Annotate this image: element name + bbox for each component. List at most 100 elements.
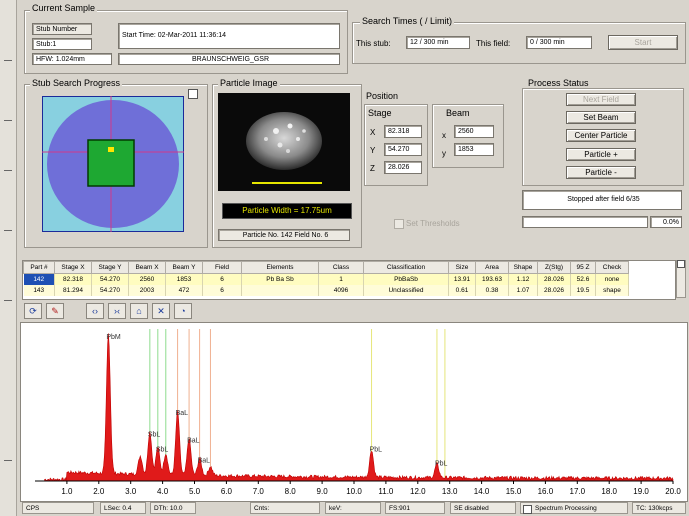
this-stub-field: 12 / 300 min (406, 36, 470, 49)
column-header[interactable]: Check (595, 261, 629, 274)
table-row[interactable]: 143 81.294 54.270 2003 472 6 4096 Unclassified 0… (23, 285, 629, 296)
ruler-tick (4, 300, 12, 301)
table-cell: 193.63 (475, 273, 509, 285)
stub-field[interactable]: Stub:1 (32, 38, 92, 50)
column-header[interactable]: Part # (23, 261, 55, 274)
x-tick-label: 11.0 (378, 487, 394, 496)
x-tick-label: 12.0 (410, 487, 426, 496)
table-cell: Unclassified (363, 285, 449, 296)
column-header[interactable]: Field (202, 261, 242, 274)
this-field-field: 0 / 300 min (526, 36, 592, 49)
x-tick-label: 18.0 (601, 487, 617, 496)
stage-x-label: X (370, 128, 376, 137)
stage-z-label: Z (370, 164, 375, 173)
beam-y-field[interactable]: 1853 (454, 143, 494, 156)
peak-label: BaL (187, 438, 200, 445)
set-beam-button[interactable]: Set Beam (566, 111, 636, 124)
status-cell: LSec: 0.4 (100, 502, 146, 514)
stage-x-field[interactable]: 82.318 (384, 125, 422, 138)
table-cell: none (595, 273, 629, 285)
search-times-group (352, 22, 686, 64)
particle-width-display: Particle Width = 17.75um (222, 203, 352, 219)
column-header[interactable]: 95 Z (570, 261, 596, 274)
table-cell: 472 (165, 285, 203, 296)
this-field-label: This field: (476, 39, 511, 48)
table-cell: 52.6 (570, 273, 596, 285)
table-cell: 54.270 (91, 273, 129, 285)
particle-minus-button[interactable]: Particle - (566, 166, 636, 179)
table-cell: 81.294 (54, 285, 92, 296)
x-tick-label: 9.0 (317, 487, 329, 496)
x-tick-label: 1.0 (61, 487, 73, 496)
prev-icon[interactable]: ⌂ (130, 303, 148, 319)
column-header[interactable]: Classification (363, 261, 449, 274)
ruler-tick (4, 170, 12, 171)
position-label: Position (364, 91, 401, 101)
table-cell: 142 (23, 273, 55, 285)
sample-name-field[interactable]: BRAUNSCHWEIG_GSR (118, 53, 340, 65)
x-tick-label: 10.0 (346, 487, 362, 496)
this-stub-label: This stub: (356, 39, 391, 48)
stage-group (364, 104, 428, 186)
column-header[interactable]: Area (475, 261, 509, 274)
column-header[interactable]: Shape (508, 261, 538, 274)
current-sample-label: Current Sample (30, 3, 98, 13)
x-tick-label: 19.0 (633, 487, 649, 496)
table-cell: 19.5 (570, 285, 596, 296)
table-row[interactable]: 142 82.318 54.270 2560 1853 6 Pb Ba Sb 1 PbBaSb 1… (23, 273, 629, 285)
x-tick-label: 2.0 (93, 487, 105, 496)
spectrum-series (44, 333, 674, 482)
table-cell: PbBaSb (363, 273, 449, 285)
beam-group (432, 104, 504, 168)
x-tick-label: 8.0 (285, 487, 297, 496)
stage-z-field[interactable]: 28.026 (384, 161, 422, 174)
column-header[interactable]: Stage Y (91, 261, 129, 274)
column-header[interactable]: Z(Stg) (537, 261, 571, 274)
progress-percent: 0.0% (650, 216, 682, 228)
column-header[interactable]: Beam X (128, 261, 166, 274)
ruler-tick (4, 230, 12, 231)
stage-y-field[interactable]: 54.270 (384, 143, 422, 156)
column-header[interactable]: Class (318, 261, 364, 274)
next-icon[interactable]: ✕ (152, 303, 170, 319)
x-tick-label: 5.0 (189, 487, 201, 496)
beam-x-label: x (442, 131, 446, 140)
particle-plus-button[interactable]: Particle + (566, 148, 636, 161)
particle-image-group (212, 84, 362, 248)
x-tick-label: 13.0 (442, 487, 458, 496)
spectrum-processing-checkbox[interactable] (523, 505, 532, 514)
table-cell: 1 (318, 273, 364, 285)
table-cell: 6 (202, 285, 242, 296)
status-cell: Cnts: (250, 502, 320, 514)
collapse-icon[interactable]: ›‹ (108, 303, 126, 319)
set-thresholds-label: Set Thresholds (406, 219, 460, 228)
next-field-button[interactable]: Next Field (566, 93, 636, 106)
peak-label: SbL (148, 431, 161, 438)
stub-progress-checkbox[interactable] (188, 89, 198, 99)
status-cell[interactable]: Spectrum Processing (520, 502, 628, 514)
expand-icon[interactable]: ‹› (86, 303, 104, 319)
process-status-group (522, 88, 684, 186)
pie-icon[interactable]: ◔ (174, 303, 192, 319)
table-cell: 4096 (318, 285, 364, 296)
peak-label: PbL (370, 447, 383, 454)
column-header[interactable]: Elements (241, 261, 319, 274)
x-tick-label: 6.0 (221, 487, 233, 496)
spectrum-chart: PbM SbL SbL BaL BaL BaL PbL PbL 1.0 2.0 3.0 4.0 5.0 6… (35, 329, 681, 496)
x-tick-label: 3.0 (125, 487, 137, 496)
column-header[interactable]: Beam Y (165, 261, 203, 274)
edit-icon[interactable]: ✎ (46, 303, 64, 319)
search-times-label: Search Times ( / Limit) (360, 16, 455, 26)
table-cell: 2003 (128, 285, 166, 296)
column-header[interactable]: Stage X (54, 261, 92, 274)
particle-image (218, 93, 350, 191)
column-header[interactable]: Size (448, 261, 476, 274)
center-particle-button[interactable]: Center Particle (566, 129, 636, 142)
beam-x-field[interactable]: 2560 (454, 125, 494, 138)
start-button[interactable]: Start (608, 35, 678, 50)
set-thresholds-checkbox[interactable] (394, 219, 404, 229)
refresh-icon[interactable]: ⟳ (24, 303, 42, 319)
table-checkbox[interactable] (677, 260, 685, 268)
ruler-tick (4, 60, 12, 61)
ruler-tick (4, 120, 12, 121)
